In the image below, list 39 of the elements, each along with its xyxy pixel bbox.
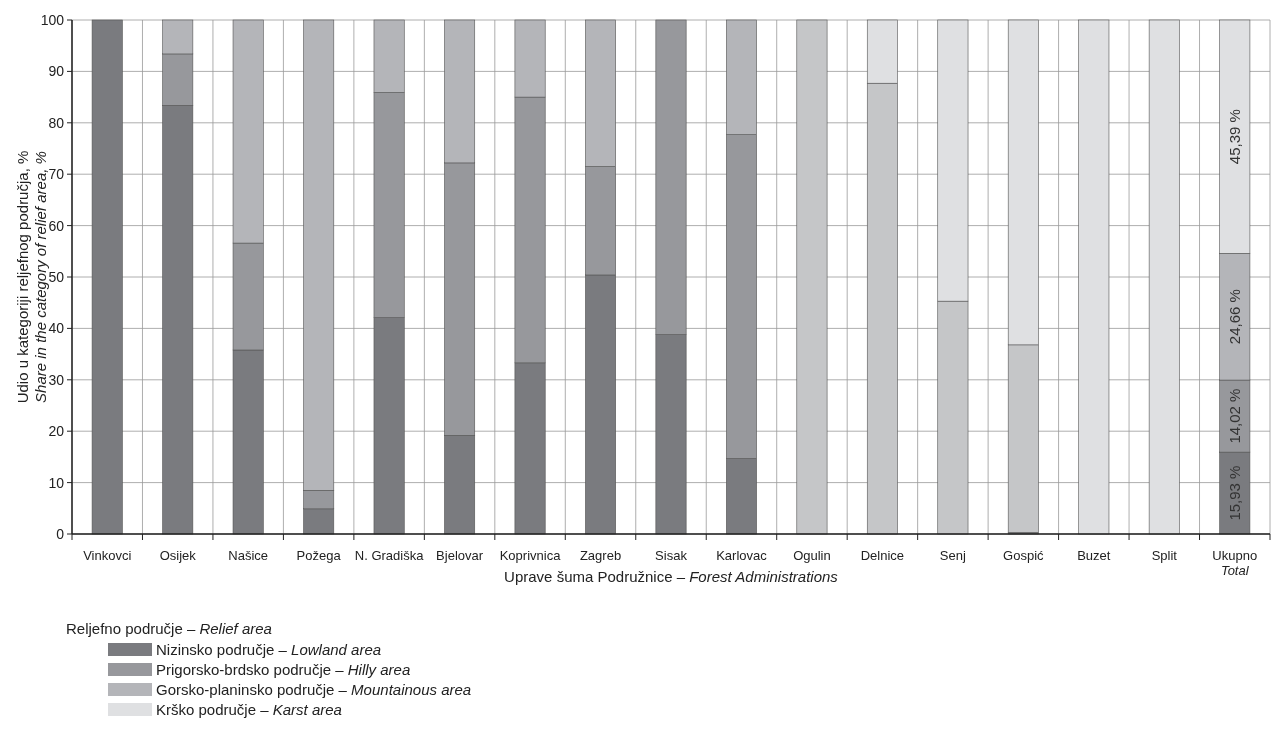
x-tick-label: Karlovac <box>716 548 768 563</box>
x-axis-title: Uprave šuma Podružnice – Forest Administrations <box>504 568 839 585</box>
x-tick-label: Požega <box>296 548 342 563</box>
x-tick-label: Bjelovar <box>436 548 484 563</box>
legend-label: Gorsko-planinsko područje – Mountainous area <box>156 681 472 698</box>
x-tick-label: Sisak <box>655 548 688 563</box>
x-tick-label: Gospić <box>1003 548 1045 563</box>
x-tick-label: Zagreb <box>579 548 622 563</box>
y-tick-label: 90 <box>48 63 65 80</box>
x-tick-label: Senj <box>939 548 966 563</box>
data-label: 45,39 % <box>1226 109 1244 165</box>
y-tick-label: 70 <box>48 166 65 183</box>
x-tick-label: Ogulin <box>793 548 831 563</box>
data-label: 14,02 % <box>1226 388 1244 444</box>
legend-label: Prigorsko-brdsko područje – Hilly area <box>156 661 411 678</box>
legend-label: Nizinsko područje – Lowland area <box>156 641 382 658</box>
y-tick-label: 80 <box>48 114 65 131</box>
y-axis-title: Udio u kategoriji reljefnog područja, % Share in the category of relief area, % <box>14 150 49 404</box>
legend-label: Krško područje – Karst area <box>156 701 342 718</box>
y-tick-label: 40 <box>48 320 65 337</box>
x-tick-label: Buzet <box>1077 548 1111 563</box>
x-tick-label: Ukupno Total <box>1212 548 1258 578</box>
y-tick-label: 100 <box>40 12 65 28</box>
x-tick-label: Delnice <box>860 548 905 563</box>
y-tick-label: 20 <box>48 423 65 440</box>
y-tick-label: 30 <box>48 371 65 388</box>
legend-title: Reljefno područje – Relief area <box>66 620 272 637</box>
y-tick-label: 0 <box>56 526 65 542</box>
x-tick-label: Vinkovci <box>83 548 132 563</box>
y-tick-label: 10 <box>48 474 65 491</box>
x-tick-label: Našice <box>228 548 269 563</box>
data-label: 15,93 % <box>1226 465 1244 521</box>
x-tick-label: Split <box>1151 548 1178 563</box>
data-label: 24,66 % <box>1226 289 1244 345</box>
x-tick-label: N. Gradiška <box>354 548 425 563</box>
x-tick-label: Koprivnica <box>499 548 562 563</box>
x-tick-label: Osijek <box>159 548 197 563</box>
y-tick-label: 50 <box>48 269 65 285</box>
y-tick-label: 60 <box>48 217 65 234</box>
